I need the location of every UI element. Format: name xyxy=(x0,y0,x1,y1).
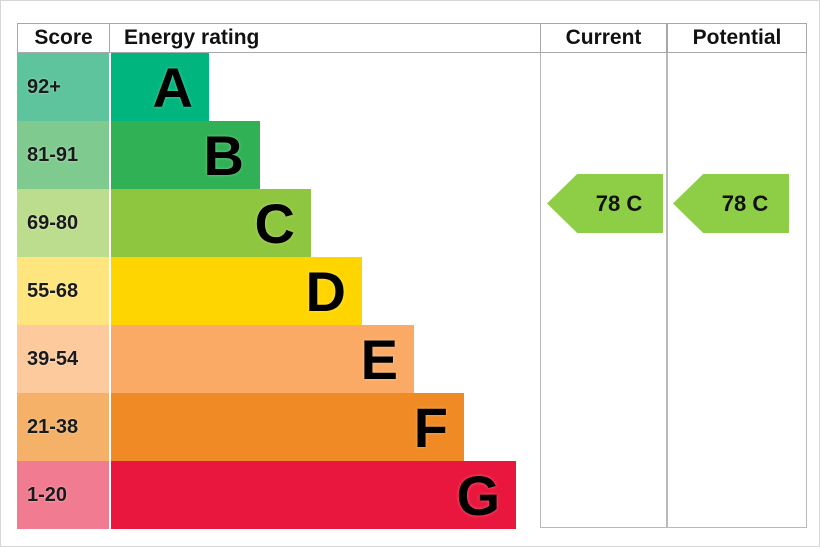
score-range-e: 39-54 xyxy=(17,325,109,393)
rating-bar-f: F xyxy=(111,393,464,461)
current-column-box xyxy=(540,23,667,528)
score-column-header: Score xyxy=(17,23,110,53)
score-range-f: 21-38 xyxy=(17,393,109,461)
rating-bar-a: A xyxy=(111,53,209,121)
score-range-d: 55-68 xyxy=(17,257,109,325)
potential-column-header: Potential xyxy=(667,23,807,53)
energy-rating-column-header: Energy rating xyxy=(109,23,541,53)
rating-bar-d: D xyxy=(111,257,362,325)
score-range-g: 1-20 xyxy=(17,461,109,529)
score-range-a: 92+ xyxy=(17,53,109,121)
current-column-header: Current xyxy=(540,23,667,53)
rating-bar-g: G xyxy=(111,461,516,529)
score-range-c: 69-80 xyxy=(17,189,109,257)
potential-column-box xyxy=(667,23,807,528)
rating-bar-b: B xyxy=(111,121,260,189)
score-range-b: 81-91 xyxy=(17,121,109,189)
rating-bar-c: C xyxy=(111,189,311,257)
rating-bar-e: E xyxy=(111,325,414,393)
